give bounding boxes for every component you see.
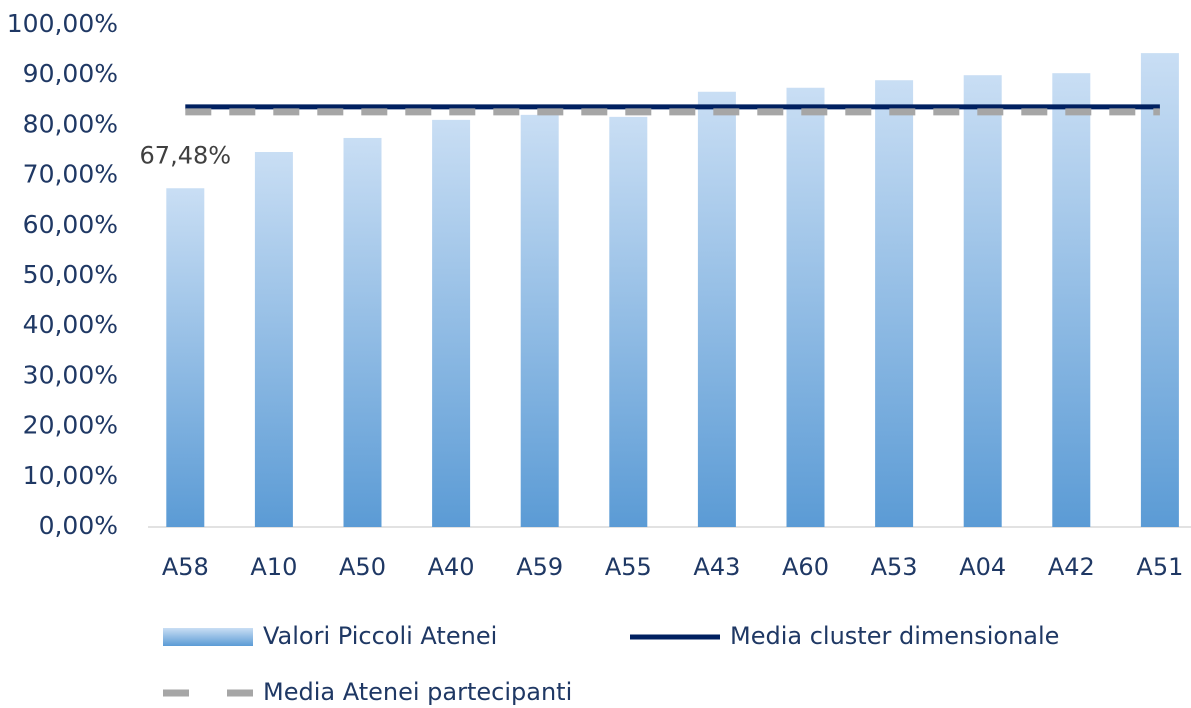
x-tick-label: A10	[250, 553, 297, 581]
x-tick-label: A60	[782, 553, 829, 581]
y-tick-label: 30,00%	[23, 360, 118, 389]
y-tick-label: 10,00%	[23, 461, 118, 490]
y-tick-label: 50,00%	[23, 260, 118, 289]
y-tick-label: 20,00%	[23, 411, 118, 440]
y-tick-label: 80,00%	[23, 109, 118, 138]
x-tick-label: A04	[959, 553, 1006, 581]
legend-label: Media Atenei partecipanti	[263, 678, 572, 706]
x-tick-label: A55	[605, 553, 652, 581]
bar	[963, 75, 1002, 527]
bar	[1052, 73, 1091, 527]
bar	[520, 114, 559, 527]
legend-label: Valori Piccoli Atenei	[263, 622, 497, 650]
x-tick-label: A58	[162, 553, 209, 581]
bar	[1140, 53, 1179, 527]
data-label: 67,48%	[140, 141, 232, 169]
y-tick-label: 100,00%	[7, 9, 118, 38]
x-tick-label: A53	[871, 553, 918, 581]
y-tick-label: 60,00%	[23, 210, 118, 239]
bar	[875, 80, 914, 527]
legend-label: Media cluster dimensionale	[730, 622, 1059, 650]
bar	[697, 91, 736, 528]
legend-swatch	[163, 628, 253, 646]
y-tick-label: 70,00%	[23, 160, 118, 189]
x-tick-label: A40	[428, 553, 475, 581]
bar	[254, 152, 293, 528]
y-tick-label: 90,00%	[23, 59, 118, 88]
bar	[786, 87, 825, 527]
bar	[609, 116, 648, 527]
x-tick-label: A51	[1136, 553, 1183, 581]
bar	[166, 188, 205, 527]
x-tick-label: A50	[339, 553, 386, 581]
x-tick-label: A59	[516, 553, 563, 581]
y-tick-label: 0,00%	[39, 511, 118, 540]
bar	[343, 137, 382, 527]
x-tick-label: A43	[693, 553, 740, 581]
y-tick-label: 40,00%	[23, 310, 118, 339]
bar	[432, 119, 471, 528]
x-tick-label: A42	[1048, 553, 1095, 581]
